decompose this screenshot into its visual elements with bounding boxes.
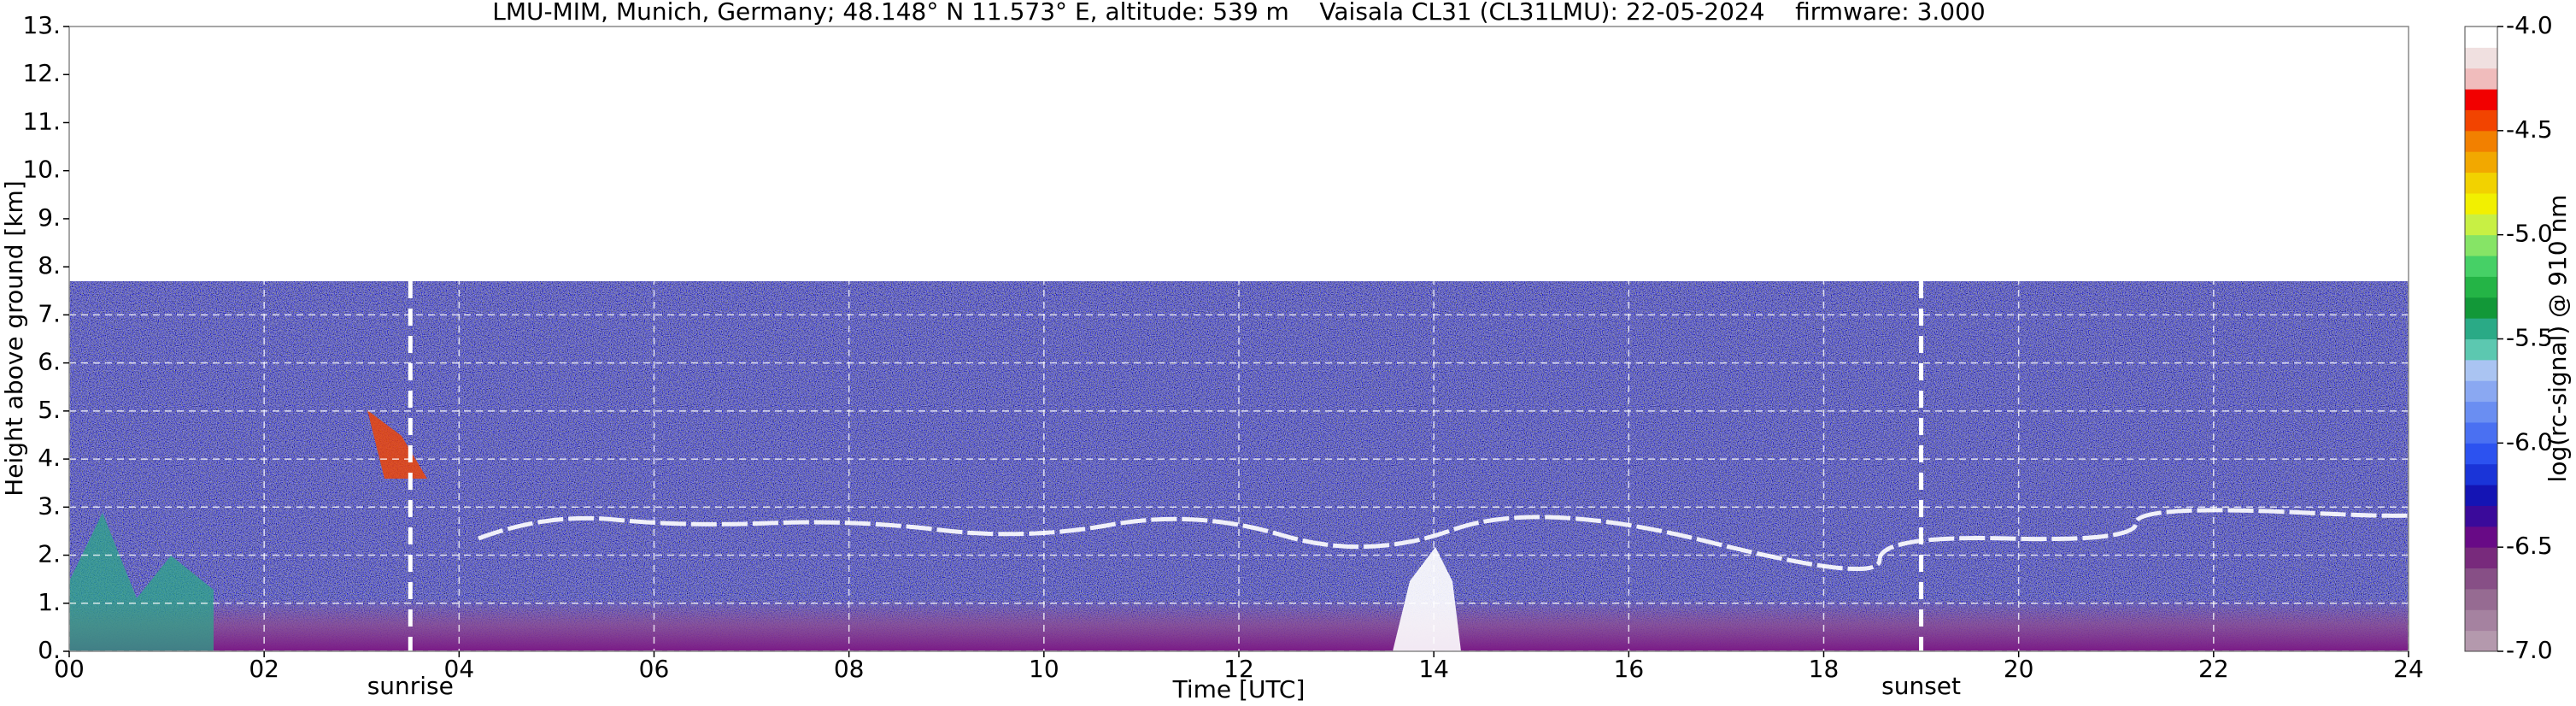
- colorbar-swatch: [2465, 47, 2497, 69]
- y-tick-label: 3.: [38, 491, 61, 520]
- x-tick-label: 06: [639, 655, 670, 683]
- colorbar-tick-label: -5.5: [2506, 324, 2553, 352]
- colorbar-swatch: [2465, 568, 2497, 590]
- colorbar-swatch: [2465, 172, 2497, 194]
- x-tick-label: 04: [444, 655, 475, 683]
- x-tick-label: 12: [1223, 655, 1254, 683]
- y-tick-label: 6.: [38, 348, 61, 376]
- colorbar-swatch: [2465, 89, 2497, 110]
- colorbar-swatch: [2465, 192, 2497, 215]
- low-cloud: [69, 513, 214, 651]
- x-tick-label: 02: [249, 655, 279, 683]
- low-cloud: [1393, 547, 1461, 651]
- colorbar-swatch: [2465, 109, 2497, 132]
- signal-noise: [69, 281, 2409, 651]
- colorbar-swatch: [2465, 214, 2497, 236]
- colorbar-swatch: [2465, 256, 2497, 277]
- x-tick-label: 20: [2004, 655, 2034, 683]
- y-tick-label: 2.: [38, 540, 61, 568]
- x-tick-label: 14: [1418, 655, 1449, 683]
- colorbar-label: log(rc-signal) @ 910 nm: [2544, 195, 2572, 483]
- annotation-label: sunset: [1881, 672, 1961, 700]
- x-tick-label: 16: [1614, 655, 1645, 683]
- colorbar-swatch: [2465, 421, 2497, 444]
- y-tick-label: 12.: [22, 59, 61, 87]
- colorbar-swatch: [2465, 380, 2497, 403]
- y-tick-label: 5.: [38, 396, 61, 424]
- y-tick-label: 0.: [38, 636, 61, 664]
- colorbar-swatch: [2465, 359, 2497, 381]
- y-axis-label: Height above ground [km]: [0, 180, 28, 497]
- colorbar-swatch: [2465, 338, 2497, 361]
- y-tick-label: 13.: [22, 11, 61, 39]
- cloud-layer: [478, 502, 2431, 572]
- colorbar-tick-label: -4.0: [2506, 11, 2553, 39]
- colorbar-swatch: [2465, 318, 2497, 339]
- colorbar-swatch: [2465, 26, 2497, 48]
- colorbar-swatch: [2465, 234, 2497, 256]
- chart-title: LMU-MIM, Munich, Germany; 48.148° N 11.5…: [492, 0, 1986, 26]
- colorbar-swatch: [2465, 588, 2497, 610]
- colorbar-swatch: [2465, 526, 2497, 548]
- x-tick-label: 18: [1809, 655, 1840, 683]
- y-tick-label: 1.: [38, 588, 61, 616]
- colorbar-swatch: [2465, 630, 2497, 652]
- colorbar-swatch: [2465, 463, 2497, 485]
- colorbar-swatch: [2465, 609, 2497, 632]
- colorbar-tick-label: -6.5: [2506, 532, 2553, 560]
- y-tick-label: 7.: [38, 299, 61, 327]
- colorbar-tick-label: -6.0: [2506, 427, 2553, 456]
- x-tick-label: 00: [54, 655, 85, 683]
- colorbar-tick-label: -4.5: [2506, 115, 2553, 144]
- colorbar-swatch: [2465, 68, 2497, 90]
- colorbar-swatch: [2465, 547, 2497, 569]
- colorbar-swatch: [2465, 401, 2497, 423]
- colorbar-tick-label: -7.0: [2506, 636, 2553, 664]
- y-tick-label: 10.: [22, 156, 61, 184]
- colorbar-swatch: [2465, 443, 2497, 465]
- colorbar-swatch: [2465, 130, 2497, 152]
- colorbar-swatch: [2465, 505, 2497, 527]
- y-tick-label: 4.: [38, 444, 61, 472]
- x-tick-label: 10: [1029, 655, 1059, 683]
- colorbar-tick-label: -5.0: [2506, 220, 2553, 248]
- x-tick-label: 22: [2198, 655, 2229, 683]
- y-tick-label: 11.: [22, 107, 61, 135]
- backscatter-field: [69, 281, 2431, 651]
- colorbar-swatch: [2465, 151, 2497, 174]
- x-axis-label: Time [UTC]: [1172, 675, 1306, 703]
- x-tick-label: 08: [834, 655, 865, 683]
- y-tick-label: 9.: [38, 203, 61, 232]
- colorbar-swatch: [2465, 276, 2497, 298]
- colorbar-swatch: [2465, 297, 2497, 319]
- x-tick-label: 24: [2393, 655, 2424, 683]
- colorbar-swatch: [2465, 485, 2497, 506]
- y-tick-label: 8.: [38, 251, 61, 279]
- annotation-label: sunrise: [367, 672, 454, 700]
